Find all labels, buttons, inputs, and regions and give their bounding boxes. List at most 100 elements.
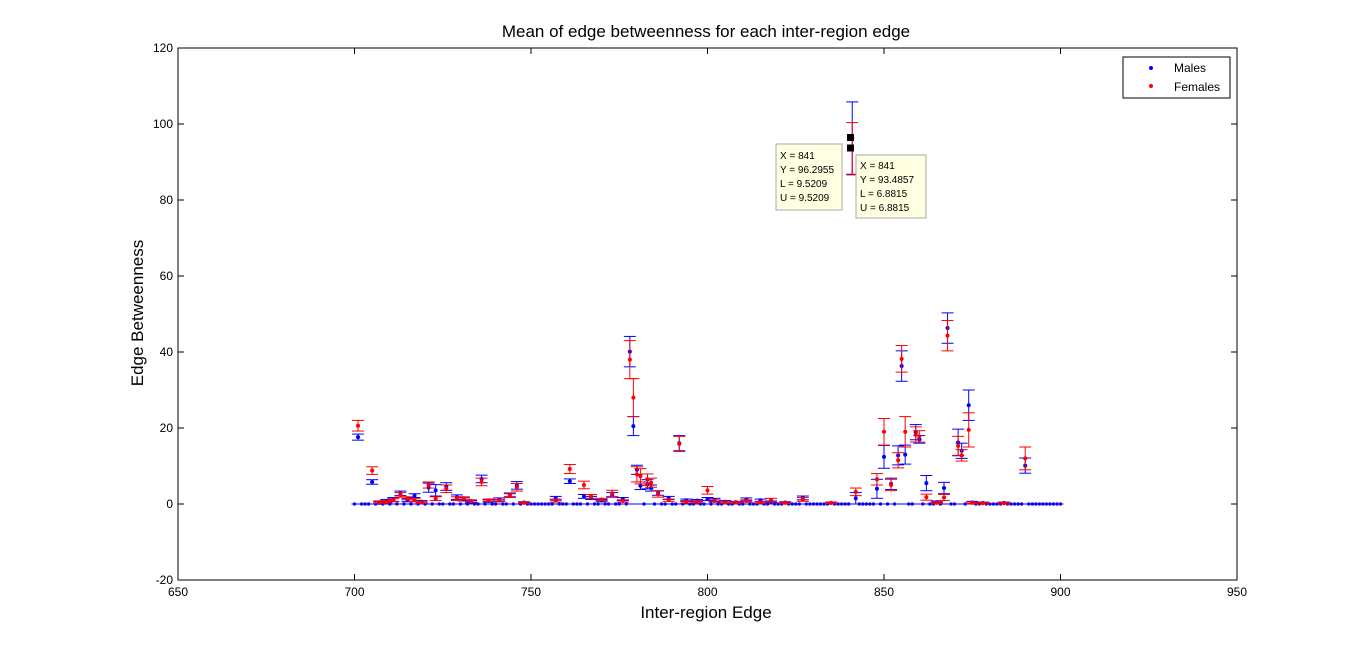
data-point-females[interactable] (769, 498, 774, 503)
data-point-males[interactable] (705, 497, 710, 502)
data-point-males[interactable] (412, 493, 417, 498)
data-point-females[interactable] (454, 496, 459, 501)
data-point-females[interactable] (712, 498, 717, 503)
data-point-females[interactable] (829, 500, 834, 505)
data-point-females[interactable] (497, 498, 502, 503)
data-point-females[interactable] (514, 485, 519, 490)
data-point-females[interactable] (377, 500, 382, 505)
data-point-males[interactable] (903, 452, 908, 457)
data-point-females[interactable] (391, 498, 396, 503)
data-point-males[interactable] (567, 479, 572, 484)
x-tick-label: 950 (1227, 585, 1247, 599)
data-point-females[interactable] (723, 500, 728, 505)
data-point-females[interactable] (684, 499, 689, 504)
data-point-females[interactable] (521, 500, 526, 505)
data-point-females[interactable] (666, 498, 671, 503)
data-point-females[interactable] (638, 474, 643, 479)
data-cursor-marker-females[interactable] (847, 144, 854, 152)
data-point-females[interactable] (896, 458, 901, 463)
data-point-females[interactable] (567, 467, 572, 472)
data-point-males[interactable] (942, 486, 947, 491)
data-cursor-marker-males[interactable] (847, 134, 854, 141)
data-tip-males[interactable]: X = 841 Y = 96.2955 L = 9.5209 U = 9.520… (775, 143, 843, 211)
data-point-females[interactable] (874, 477, 879, 482)
data-point-males[interactable] (356, 435, 361, 440)
data-point-females[interactable] (889, 483, 894, 487)
data-point-females[interactable] (634, 472, 639, 477)
data-point-females[interactable] (694, 499, 699, 504)
data-point-females[interactable] (800, 497, 805, 502)
data-point-males[interactable] (966, 403, 971, 408)
data-point-females[interactable] (610, 491, 615, 496)
zero-point (995, 502, 999, 506)
data-point-males[interactable] (924, 481, 929, 486)
data-point-males[interactable] (882, 454, 886, 459)
data-point-females[interactable] (705, 488, 710, 493)
data-point-females[interactable] (959, 453, 964, 458)
data-point-females[interactable] (384, 499, 389, 504)
data-point-females[interactable] (783, 500, 788, 505)
data-point-females[interactable] (398, 492, 403, 497)
data-point-females[interactable] (882, 429, 886, 434)
data-point-females[interactable] (966, 427, 971, 432)
data-point-females[interactable] (412, 498, 417, 503)
data-point-females[interactable] (419, 500, 424, 505)
data-point-females[interactable] (620, 498, 625, 503)
data-point-females[interactable] (645, 477, 650, 482)
data-point-females[interactable] (479, 479, 484, 484)
data-point-females[interactable] (758, 500, 763, 505)
data-point-females[interactable] (917, 434, 922, 439)
data-point-females[interactable] (507, 493, 512, 498)
data-point-females[interactable] (744, 498, 749, 503)
data-point-males[interactable] (631, 424, 636, 429)
data-point-females[interactable] (656, 492, 661, 497)
data-point-females[interactable] (627, 357, 632, 362)
data-point-males[interactable] (433, 488, 438, 493)
data-point-females[interactable] (649, 480, 654, 485)
data-point-males[interactable] (638, 483, 643, 488)
data-point-males[interactable] (581, 494, 586, 499)
data-point-females[interactable] (553, 498, 558, 503)
zero-point (571, 502, 575, 506)
data-point-females[interactable] (468, 498, 473, 503)
data-point-females[interactable] (461, 496, 466, 501)
zero-point (402, 502, 406, 506)
data-point-females[interactable] (853, 489, 858, 494)
zero-point (494, 502, 498, 506)
data-point-females[interactable] (589, 494, 594, 499)
data-point-females[interactable] (677, 441, 682, 446)
data-point-females[interactable] (370, 468, 375, 473)
data-point-males[interactable] (874, 486, 879, 491)
data-point-females[interactable] (924, 495, 929, 500)
data-point-females[interactable] (934, 500, 939, 505)
data-point-females[interactable] (913, 432, 918, 437)
zero-point (1041, 502, 1045, 506)
data-point-females[interactable] (433, 496, 438, 501)
data-point-females[interactable] (631, 395, 636, 400)
x-tick-label: 700 (344, 585, 364, 599)
data-point-females[interactable] (1023, 456, 1028, 461)
zero-point (1055, 502, 1059, 506)
data-point-females[interactable] (356, 423, 361, 428)
data-point-females[interactable] (970, 500, 975, 505)
data-point-males[interactable] (853, 496, 858, 501)
data-point-females[interactable] (899, 356, 904, 361)
data-point-males[interactable] (370, 479, 375, 484)
data-point-females[interactable] (733, 500, 738, 505)
data-point-females[interactable] (444, 486, 449, 491)
data-point-females[interactable] (599, 497, 604, 502)
data-tip-females[interactable]: X = 841 Y = 93.4857 L = 6.8815 U = 6.881… (855, 154, 927, 219)
data-point-females[interactable] (942, 495, 947, 500)
data-point-females[interactable] (1002, 501, 1007, 506)
data-point-females[interactable] (486, 498, 491, 503)
zero-point (532, 502, 537, 506)
y-tick-label: 100 (153, 117, 173, 131)
data-point-females[interactable] (426, 483, 431, 487)
data-point-females[interactable] (405, 496, 410, 501)
data-point-females[interactable] (980, 501, 985, 506)
data-point-females[interactable] (945, 333, 950, 338)
data-point-females[interactable] (903, 429, 908, 434)
data-point-females[interactable] (581, 483, 586, 487)
data-point-females[interactable] (956, 443, 961, 448)
zero-point (363, 502, 367, 506)
